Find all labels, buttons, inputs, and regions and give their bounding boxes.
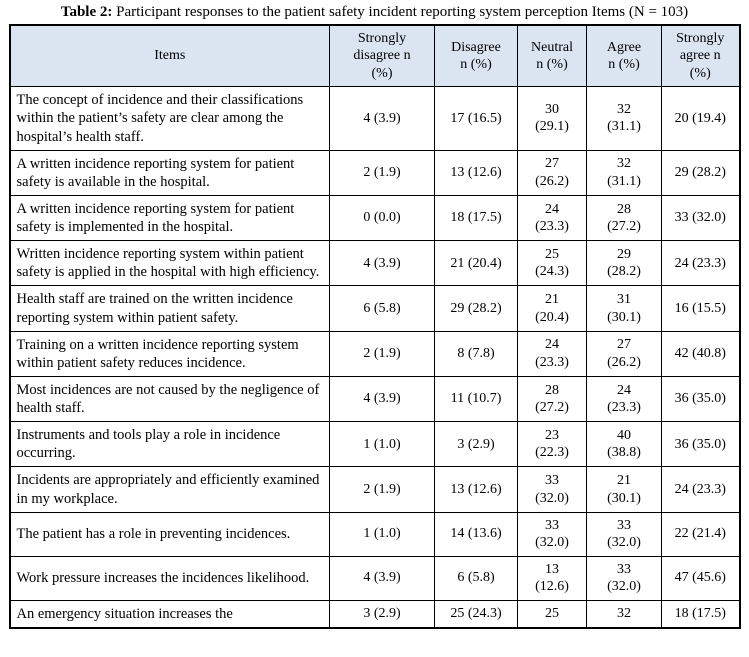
- table-row: Health staff are trained on the written …: [9, 285, 740, 332]
- disagree-cell: 17 (16.5): [434, 86, 518, 151]
- neutral-cell: 21 (20.4): [517, 285, 587, 332]
- strongly-agree-cell: 24 (23.3): [661, 466, 740, 513]
- strongly-disagree-cell: 4 (3.9): [329, 555, 435, 601]
- table-caption: Table 2: Participant responses to the pa…: [0, 3, 749, 22]
- strongly-disagree-cell: 2 (1.9): [329, 149, 435, 196]
- strongly-disagree-cell: 6 (5.8): [329, 285, 435, 332]
- item-text-cell: Incidents are appropriately and efficien…: [9, 466, 330, 513]
- neutral-cell: 25: [517, 599, 587, 629]
- neutral-cell: 28 (27.2): [517, 375, 587, 423]
- disagree-cell: 25 (24.3): [434, 599, 518, 629]
- table-row: Work pressure increases the incidences l…: [9, 555, 740, 601]
- agree-cell: 40 (38.8): [586, 421, 662, 468]
- agree-cell: 32 (31.1): [586, 149, 662, 196]
- strongly-agree-cell: 42 (40.8): [661, 330, 740, 377]
- neutral-cell: 24 (23.3): [517, 194, 587, 242]
- item-text-cell: An emergency situation increases the: [9, 599, 330, 629]
- disagree-cell: 29 (28.2): [434, 285, 518, 332]
- disagree-cell: 14 (13.6): [434, 511, 518, 557]
- disagree-cell: 13 (12.6): [434, 466, 518, 513]
- column-header-disagree: Disagree n (%): [434, 24, 518, 88]
- table-row: Instruments and tools play a role in inc…: [9, 421, 740, 468]
- agree-cell: 28 (27.2): [586, 194, 662, 242]
- agree-cell: 27 (26.2): [586, 330, 662, 377]
- agree-cell: 33 (32.0): [586, 511, 662, 557]
- table-row: The concept of incidence and their class…: [9, 86, 740, 151]
- table-caption-label: Table 2:: [60, 4, 113, 20]
- neutral-cell: 33 (32.0): [517, 466, 587, 513]
- strongly-agree-cell: 36 (35.0): [661, 421, 740, 468]
- column-header-items: Items: [9, 24, 330, 88]
- table-row: The patient has a role in preventing inc…: [9, 511, 740, 557]
- strongly-disagree-cell: 4 (3.9): [329, 86, 435, 151]
- item-text-cell: The concept of incidence and their class…: [9, 86, 330, 151]
- strongly-agree-cell: 24 (23.3): [661, 240, 740, 287]
- table-row: An emergency situation increases the 3 (…: [9, 599, 740, 629]
- neutral-cell: 23 (22.3): [517, 421, 587, 468]
- item-text-cell: Health staff are trained on the written …: [9, 285, 330, 332]
- neutral-cell: 27 (26.2): [517, 149, 587, 196]
- strongly-agree-cell: 20 (19.4): [661, 86, 740, 151]
- agree-cell: 33 (32.0): [586, 555, 662, 601]
- item-text-cell: Instruments and tools play a role in inc…: [9, 421, 330, 468]
- responses-table: Items Strongly disagree n (%) Disagree n…: [8, 23, 741, 629]
- strongly-disagree-cell: 4 (3.9): [329, 240, 435, 287]
- item-text-cell: Training on a written incidence reportin…: [9, 330, 330, 377]
- strongly-disagree-cell: 1 (1.0): [329, 511, 435, 557]
- strongly-disagree-cell: 1 (1.0): [329, 421, 435, 468]
- table-header-row: Items Strongly disagree n (%) Disagree n…: [9, 24, 740, 88]
- disagree-cell: 3 (2.9): [434, 421, 518, 468]
- strongly-agree-cell: 22 (21.4): [661, 511, 740, 557]
- neutral-cell: 25 (24.3): [517, 240, 587, 287]
- table-caption-text: Participant responses to the patient saf…: [112, 4, 689, 20]
- strongly-disagree-cell: 4 (3.9): [329, 375, 435, 423]
- table-row: Most incidences are not caused by the ne…: [9, 375, 740, 423]
- neutral-cell: 24 (23.3): [517, 330, 587, 377]
- strongly-disagree-cell: 0 (0.0): [329, 194, 435, 242]
- item-text-cell: The patient has a role in preventing inc…: [9, 511, 330, 557]
- table-row: Incidents are appropriately and efficien…: [9, 466, 740, 513]
- disagree-cell: 11 (10.7): [434, 375, 518, 423]
- column-header-agree: Agree n (%): [586, 24, 662, 88]
- neutral-cell: 30 (29.1): [517, 86, 587, 151]
- strongly-disagree-cell: 2 (1.9): [329, 330, 435, 377]
- column-header-neutral: Neutral n (%): [517, 24, 587, 88]
- agree-cell: 21 (30.1): [586, 466, 662, 513]
- item-text-cell: Most incidences are not caused by the ne…: [9, 375, 330, 423]
- item-text-cell: Work pressure increases the incidences l…: [9, 555, 330, 601]
- disagree-cell: 8 (7.8): [434, 330, 518, 377]
- strongly-agree-cell: 47 (45.6): [661, 555, 740, 601]
- strongly-agree-cell: 33 (32.0): [661, 194, 740, 242]
- agree-cell: 29 (28.2): [586, 240, 662, 287]
- strongly-agree-cell: 36 (35.0): [661, 375, 740, 423]
- agree-cell: 24 (23.3): [586, 375, 662, 423]
- table-row: A written incidence reporting system for…: [9, 194, 740, 242]
- column-header-strongly-disagree: Strongly disagree n (%): [329, 24, 435, 88]
- strongly-agree-cell: 18 (17.5): [661, 599, 740, 629]
- disagree-cell: 18 (17.5): [434, 194, 518, 242]
- agree-cell: 32 (31.1): [586, 86, 662, 151]
- item-text-cell: A written incidence reporting system for…: [9, 194, 330, 242]
- strongly-disagree-cell: 2 (1.9): [329, 466, 435, 513]
- strongly-disagree-cell: 3 (2.9): [329, 599, 435, 629]
- table-row: Training on a written incidence reportin…: [9, 330, 740, 377]
- agree-cell: 31 (30.1): [586, 285, 662, 332]
- item-text-cell: Written incidence reporting system withi…: [9, 240, 330, 287]
- table-body: The concept of incidence and their class…: [9, 86, 740, 629]
- column-header-strongly-agree: Strongly agree n (%): [661, 24, 740, 88]
- table-row: Written incidence reporting system withi…: [9, 240, 740, 287]
- neutral-cell: 13 (12.6): [517, 555, 587, 601]
- strongly-agree-cell: 16 (15.5): [661, 285, 740, 332]
- disagree-cell: 6 (5.8): [434, 555, 518, 601]
- item-text-cell: A written incidence reporting system for…: [9, 149, 330, 196]
- neutral-cell: 33 (32.0): [517, 511, 587, 557]
- agree-cell: 32: [586, 599, 662, 629]
- strongly-agree-cell: 29 (28.2): [661, 149, 740, 196]
- disagree-cell: 21 (20.4): [434, 240, 518, 287]
- disagree-cell: 13 (12.6): [434, 149, 518, 196]
- table-row: A written incidence reporting system for…: [9, 149, 740, 196]
